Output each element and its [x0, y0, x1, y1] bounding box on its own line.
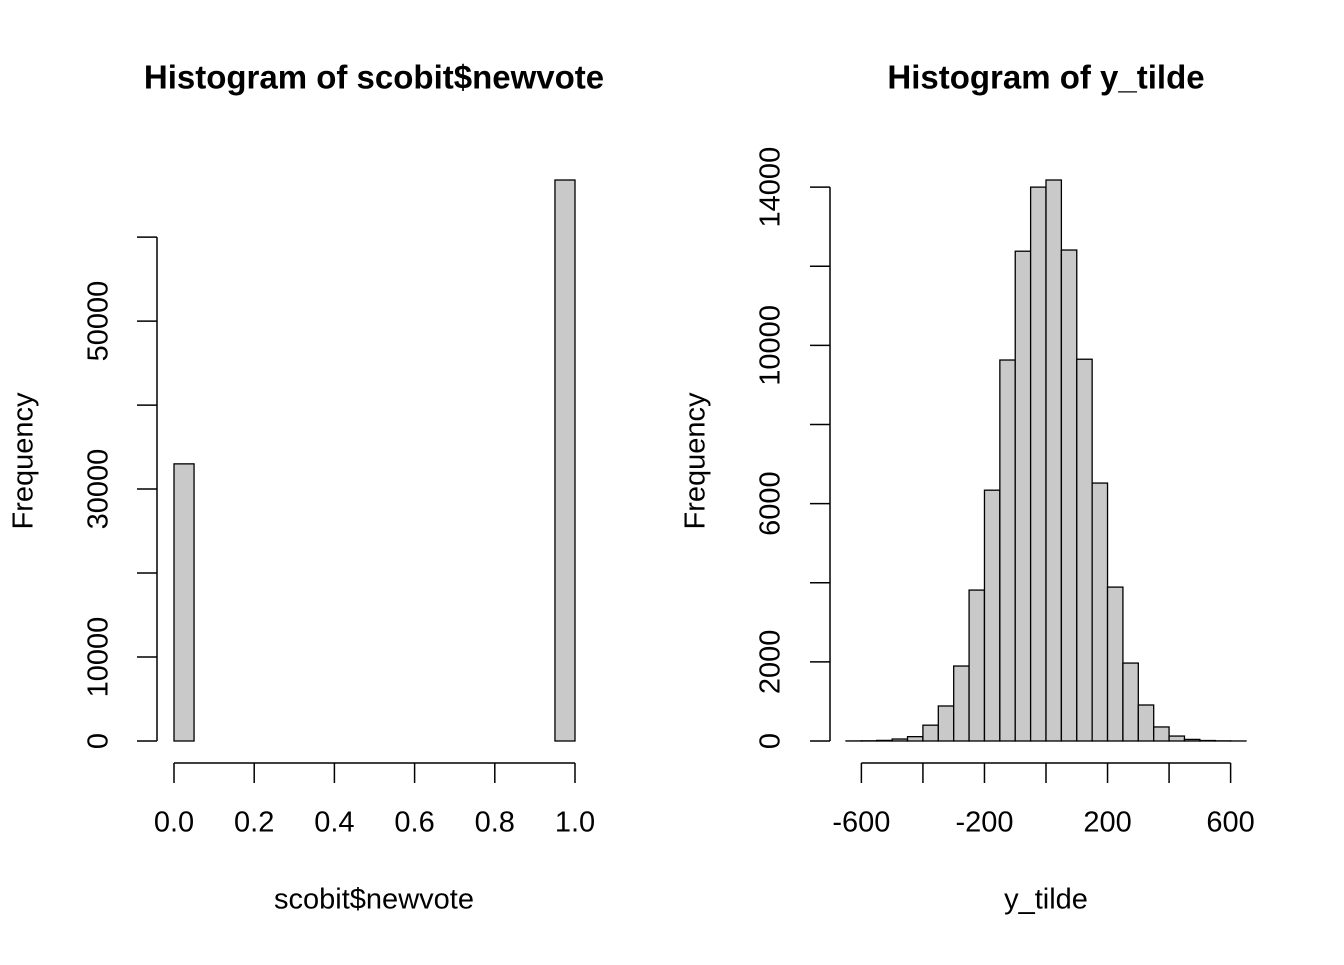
x-tick-label: -200	[955, 807, 1013, 839]
bar	[1108, 587, 1123, 741]
y-axis-title: Frequency	[680, 392, 712, 530]
bar	[174, 464, 194, 741]
x-tick-label: 0.0	[154, 807, 194, 839]
x-axis-title: scobit$newvote	[274, 884, 474, 916]
y-tick-label: 14000	[755, 147, 787, 228]
bar	[1184, 739, 1199, 741]
bar	[892, 739, 907, 741]
y-tick-label: 10000	[83, 617, 115, 698]
bar	[1169, 736, 1184, 741]
bar	[954, 666, 969, 741]
bar	[1046, 180, 1061, 741]
x-axis-title: y_tilde	[1004, 884, 1088, 916]
bar	[1154, 727, 1169, 741]
bar	[969, 590, 984, 741]
chart-title: Histogram of y_tilde	[887, 59, 1204, 96]
x-tick-label: -600	[832, 807, 890, 839]
y-tick-label: 10000	[755, 305, 787, 386]
bar	[877, 740, 892, 741]
y-tick-label: 2000	[755, 630, 787, 695]
bar	[1077, 359, 1092, 741]
x-tick-label: 200	[1083, 807, 1131, 839]
bar	[938, 706, 953, 741]
y-axis-title: Frequency	[8, 392, 40, 530]
chart-title: Histogram of scobit$newvote	[144, 59, 604, 96]
x-tick-label: 0.8	[475, 807, 515, 839]
bar	[1138, 705, 1153, 741]
x-tick-label: 1.0	[555, 807, 595, 839]
bar	[1031, 187, 1046, 741]
y-tick-label: 0	[83, 733, 115, 749]
y-tick-label: 0	[755, 733, 787, 749]
x-tick-label: 0.4	[314, 807, 354, 839]
bar	[1015, 251, 1030, 741]
bar	[1123, 663, 1138, 741]
bar	[908, 737, 923, 741]
bar	[1000, 360, 1015, 741]
x-tick-label: 0.2	[234, 807, 274, 839]
bar	[1061, 250, 1076, 741]
y-tick-label: 6000	[755, 471, 787, 536]
x-tick-label: 0.6	[394, 807, 434, 839]
bar	[984, 490, 999, 741]
y-tick-label: 50000	[83, 281, 115, 362]
bar	[923, 725, 938, 741]
bar	[1092, 483, 1107, 741]
y-tick-label: 30000	[83, 449, 115, 530]
bar	[555, 180, 575, 741]
x-tick-label: 600	[1206, 807, 1254, 839]
